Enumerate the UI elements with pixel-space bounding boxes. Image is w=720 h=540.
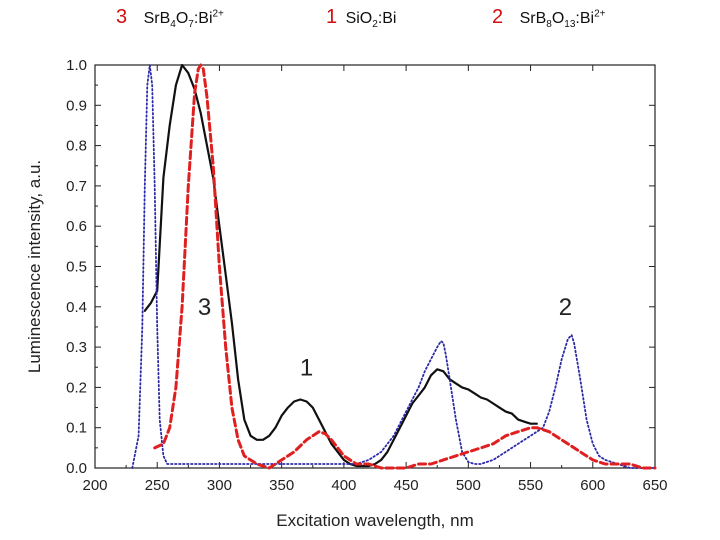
x-axis-title: Excitation wavelength, nm xyxy=(276,511,474,530)
header-number: 3 xyxy=(116,6,128,28)
y-tick-label: 0.4 xyxy=(66,299,87,316)
header-formula: SrB4O7:Bi2+ xyxy=(143,8,224,31)
header-item-3: 3 SrB4O7:Bi2+ xyxy=(116,6,224,36)
x-tick-label: 600 xyxy=(580,477,605,494)
x-tick-label: 400 xyxy=(331,477,356,494)
y-tick-label: 1.0 xyxy=(66,57,87,74)
x-tick-label: 250 xyxy=(145,477,170,494)
header-item-1: 1 SiO2:Bi xyxy=(326,6,396,36)
x-tick-label: 550 xyxy=(518,477,543,494)
x-tick-label: 650 xyxy=(642,477,667,494)
header-number: 1 xyxy=(326,6,338,28)
curve-label-2: 2 xyxy=(559,294,572,321)
curve-label-1: 1 xyxy=(300,354,313,381)
x-tick-label: 200 xyxy=(82,477,107,494)
header-formula: SiO2:Bi xyxy=(345,10,397,31)
axis-ticks: 200 250 300 350 400 450 500 550 600 650 0.0 0.1 0.2 0… xyxy=(66,57,667,494)
series-1-line xyxy=(143,63,538,468)
y-tick-label: 0.6 xyxy=(66,218,87,235)
y-tick-label: 0.8 xyxy=(66,138,87,155)
y-tick-label: 0.5 xyxy=(66,259,87,276)
x-tick-label: 300 xyxy=(207,477,232,494)
series-layer xyxy=(131,63,657,470)
series-3-line xyxy=(153,63,657,470)
y-tick-label: 0.3 xyxy=(66,339,87,356)
y-tick-label: 0.9 xyxy=(66,97,87,114)
x-tick-label: 450 xyxy=(394,477,419,494)
series-2-line xyxy=(131,64,656,469)
y-axis-title: Luminescence intensity, a.u. xyxy=(25,160,44,373)
curve-labels: 1 2 3 xyxy=(198,294,572,381)
header-formula: SrB8O13:Bi2+ xyxy=(519,8,606,31)
y-tick-label: 0.1 xyxy=(66,420,87,437)
curve-label-3: 3 xyxy=(198,294,211,321)
x-tick-label: 500 xyxy=(456,477,481,494)
y-tick-label: 0.2 xyxy=(66,379,87,396)
header-item-2: 2 SrB8O13:Bi2+ xyxy=(492,6,605,36)
y-tick-label: 0.0 xyxy=(66,460,87,477)
y-tick-label: 0.7 xyxy=(66,178,87,195)
x-tick-label: 350 xyxy=(269,477,294,494)
header-number: 2 xyxy=(492,6,504,28)
plot-frame xyxy=(94,64,656,469)
